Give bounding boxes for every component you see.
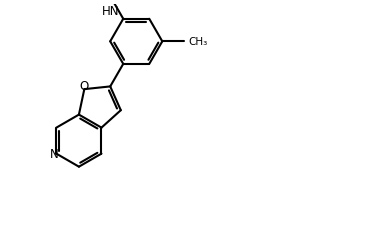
Text: HN: HN bbox=[102, 5, 119, 18]
Text: N: N bbox=[49, 148, 58, 160]
Text: CH₃: CH₃ bbox=[189, 37, 208, 47]
Text: O: O bbox=[80, 80, 89, 93]
